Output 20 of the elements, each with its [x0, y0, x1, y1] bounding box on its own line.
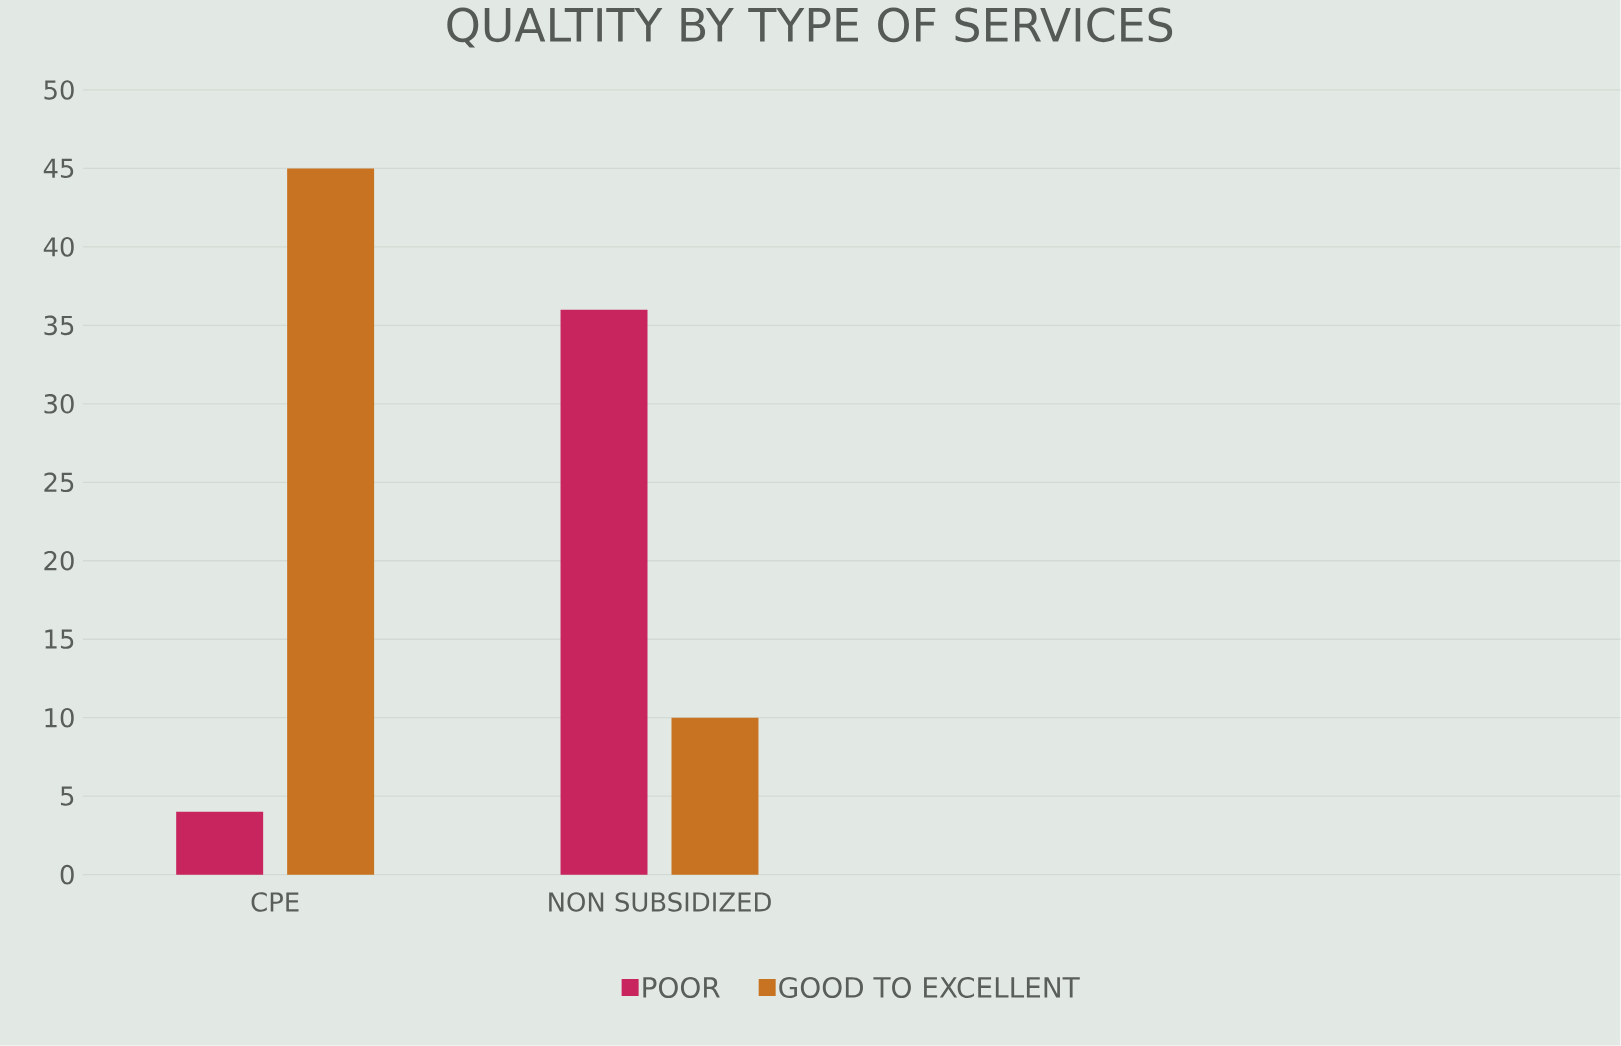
y-tick-label: 35: [44, 315, 74, 336]
y-tick-label: 50: [44, 80, 74, 100]
y-tick-label: 20: [44, 551, 74, 571]
y-tick-label: 40: [43, 237, 74, 257]
y-tick-label: 0: [60, 865, 74, 885]
legend-label: GOOD TO EXCELLENT: [779, 977, 1080, 999]
y-tick-label: 30: [44, 394, 74, 414]
bar: [671, 717, 759, 875]
y-tick-label: 5: [60, 786, 74, 806]
bar: [287, 168, 375, 875]
chart-title: QUALTITY BY TYPE OF SERVICES: [447, 7, 1173, 48]
x-tick-label: CPE: [251, 892, 299, 912]
legend-label: POOR: [643, 977, 720, 999]
y-tick-label: 45: [43, 159, 74, 179]
y-tick-label: 10: [45, 708, 74, 728]
x-tick-label: NON SUBSIDIZED: [549, 892, 771, 912]
bar: [176, 812, 264, 875]
y-tick-label: 15: [45, 629, 74, 650]
bar: [560, 309, 648, 875]
y-tick-label: 25: [44, 472, 74, 493]
